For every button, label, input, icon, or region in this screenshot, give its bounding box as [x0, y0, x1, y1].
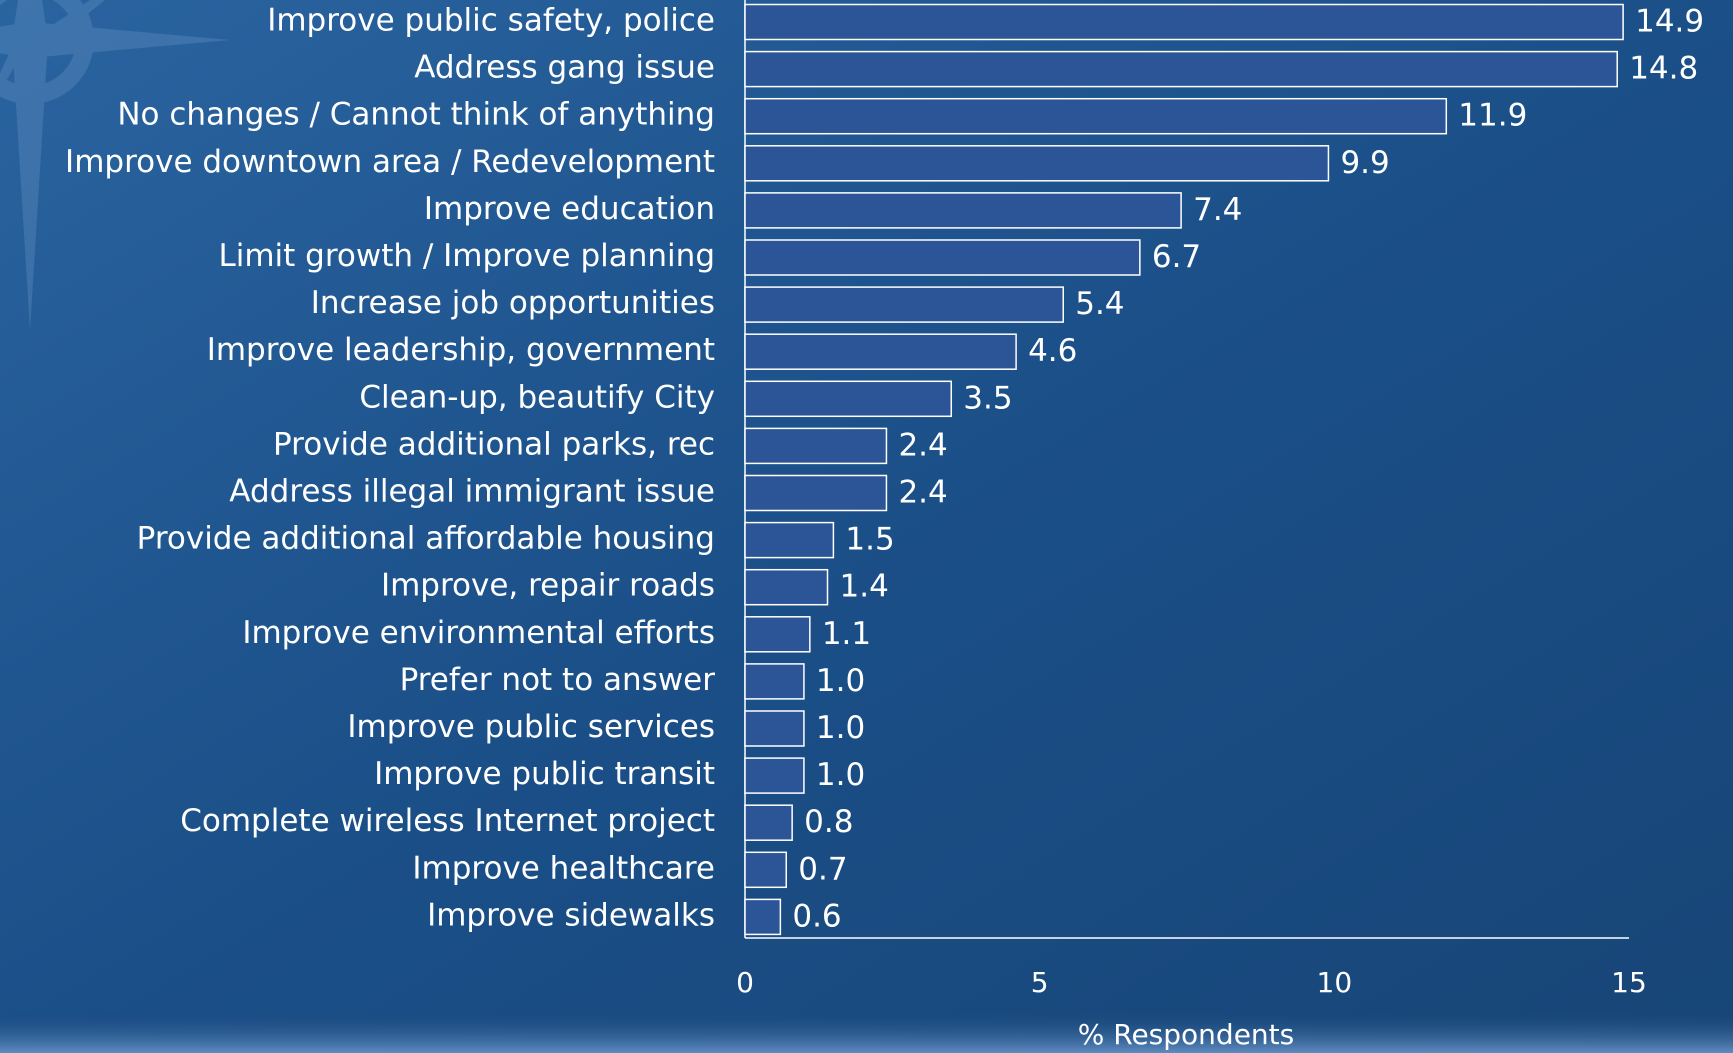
bar: [744, 663, 805, 700]
bar: [744, 851, 788, 889]
y-tick-label: Improve, repair roads: [381, 568, 715, 604]
bar: [744, 192, 1182, 229]
value-label: 14.8: [1629, 51, 1698, 87]
x-tick-label: 0: [736, 966, 754, 999]
bar: [744, 521, 835, 559]
bar: [744, 710, 805, 747]
value-label: 6.7: [1152, 239, 1201, 275]
compass-watermark: [0, 0, 230, 330]
bar: [744, 50, 1618, 88]
value-label: 2.4: [898, 427, 947, 463]
y-tick-label: Improve public services: [347, 709, 715, 745]
value-label: 0.7: [798, 851, 847, 887]
value-label: 0.6: [792, 898, 841, 934]
bar: [744, 616, 811, 653]
bar: [744, 145, 1330, 182]
y-tick-label: Increase job opportunities: [311, 285, 715, 321]
bar: [744, 380, 953, 418]
y-tick-label: Provide additional parks, rec: [273, 426, 715, 462]
y-tick-label: Prefer not to answer: [400, 662, 716, 698]
y-tick-label: Clean-up, beautify City: [359, 379, 715, 415]
bar: [744, 757, 805, 794]
y-tick-label: Address gang issue: [414, 50, 715, 86]
y-tick-label: Provide additional affordable housing: [137, 521, 715, 557]
y-tick-label: Improve sidewalks: [427, 897, 715, 933]
value-label: 1.0: [816, 710, 865, 746]
bar: [744, 427, 888, 465]
bar: [744, 3, 1624, 41]
bar: [744, 568, 829, 606]
y-tick-label: Improve leadership, government: [207, 332, 715, 368]
y-tick-label: Improve environmental efforts: [242, 615, 715, 651]
x-tick-label: 5: [1031, 966, 1049, 999]
value-label: 4.6: [1028, 333, 1077, 369]
value-label: 3.5: [963, 380, 1012, 416]
value-label: 1.5: [845, 522, 894, 558]
y-tick-label: Complete wireless Internet project: [180, 803, 715, 839]
y-tick-label: Improve public safety, police: [267, 3, 715, 39]
y-tick-label: Limit growth / Improve planning: [218, 238, 715, 274]
x-tick-label: 10: [1317, 966, 1353, 999]
y-tick-label: No changes / Cannot think of anything: [117, 97, 715, 133]
bar: [744, 286, 1064, 323]
value-label: 14.9: [1635, 4, 1704, 40]
value-label: 5.4: [1075, 286, 1124, 322]
footer-band: [0, 1010, 1733, 1053]
bar: [744, 804, 793, 841]
value-label: 0.8: [804, 804, 853, 840]
bar: [744, 239, 1141, 276]
bar: [744, 474, 888, 512]
bar: [744, 97, 1448, 135]
y-tick-label: Improve public transit: [374, 756, 715, 792]
value-label: 9.9: [1340, 145, 1389, 181]
y-tick-label: Improve healthcare: [412, 850, 715, 886]
value-label: 1.0: [816, 663, 865, 699]
y-tick-label: Improve downtown area / Redevelopment: [65, 144, 715, 180]
value-label: 1.4: [840, 569, 889, 605]
value-label: 11.9: [1458, 98, 1527, 134]
x-tick-label: 15: [1611, 966, 1647, 999]
value-label: 1.0: [816, 757, 865, 793]
value-label: 7.4: [1193, 192, 1242, 228]
x-axis-label: % Respondents: [1078, 1018, 1294, 1051]
y-tick-label: Improve education: [424, 191, 715, 227]
value-label: 1.1: [822, 616, 871, 652]
bar: [744, 898, 782, 936]
y-tick-label: Address illegal immigrant issue: [229, 474, 715, 510]
bar: [744, 333, 1017, 370]
value-label: 2.4: [898, 475, 947, 511]
